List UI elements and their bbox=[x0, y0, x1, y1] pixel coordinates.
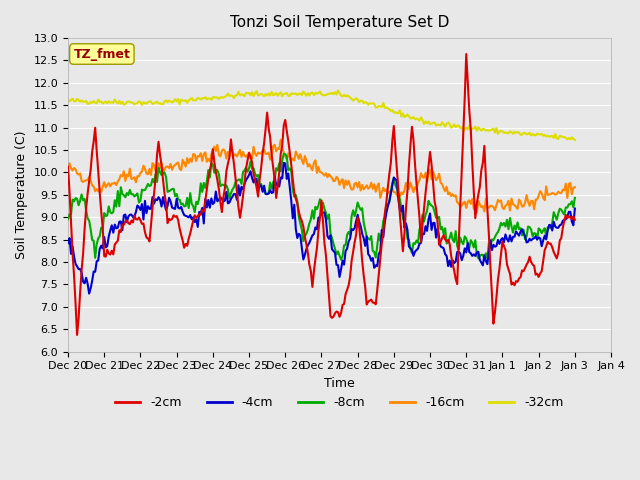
Legend: -2cm, -4cm, -8cm, -16cm, -32cm: -2cm, -4cm, -8cm, -16cm, -32cm bbox=[110, 391, 569, 414]
X-axis label: Time: Time bbox=[324, 377, 355, 390]
Title: Tonzi Soil Temperature Set D: Tonzi Soil Temperature Set D bbox=[230, 15, 449, 30]
Y-axis label: Soil Temperature (C): Soil Temperature (C) bbox=[15, 131, 28, 259]
Text: TZ_fmet: TZ_fmet bbox=[74, 48, 131, 60]
